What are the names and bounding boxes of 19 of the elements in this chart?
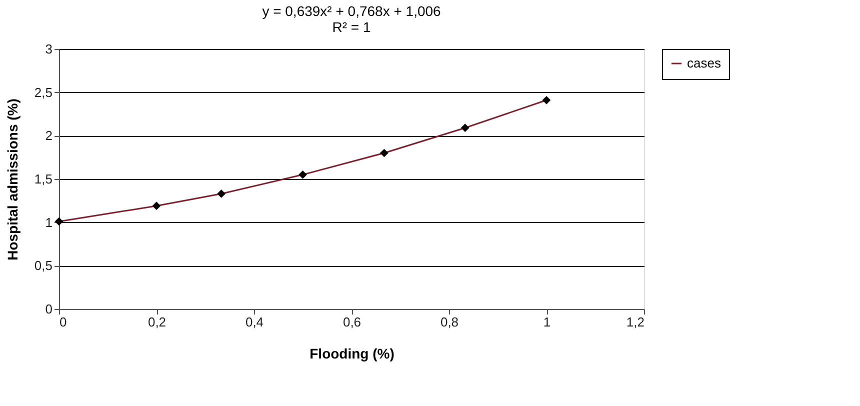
x-axis-title: Flooding (%) [310,346,394,362]
x-tick-label: 0,8 [440,314,459,330]
y-tick-label: 1,5 [34,172,52,186]
y-tick-label: 0 [45,302,52,316]
y-axis-title: Hospital admissions (%) [4,98,20,260]
x-tick-label: 1,2 [626,314,644,330]
x-tick-label: 0,2 [148,314,166,330]
y-tick-label: 1 [45,214,52,230]
y-tick-label: 2,5 [34,84,52,100]
y-tick-label: 0,5 [34,258,52,274]
text: y = 0,639x² + 0,768x + 1,006 [262,3,442,19]
text: R² = 1 [332,19,371,35]
x-tick-label: 0,6 [342,314,362,330]
x-tick-label: 1 [543,314,551,330]
y-tick-label: 3 [45,42,52,56]
legend-label: cases [687,56,722,70]
x-tick-label: 0,4 [245,314,264,330]
y-tick-label: 2 [45,128,52,144]
x-tick-label: 0 [60,314,67,330]
